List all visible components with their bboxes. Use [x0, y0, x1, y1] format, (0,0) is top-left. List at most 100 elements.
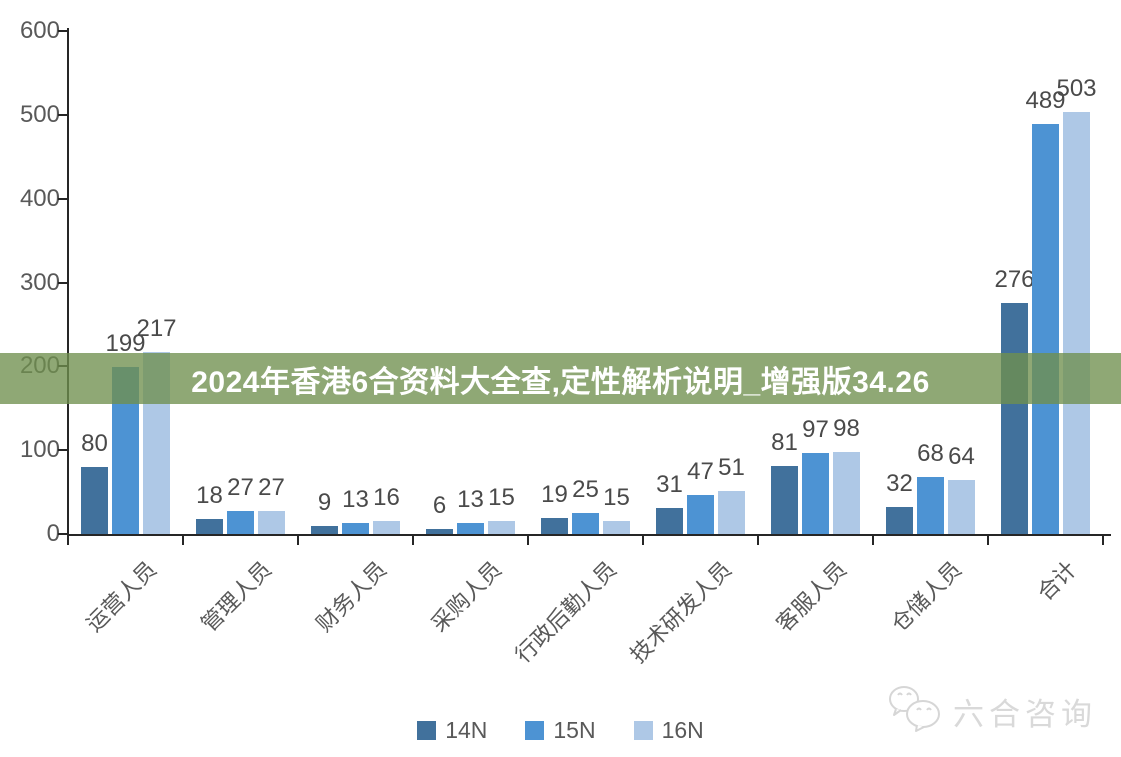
- y-tick-label: 0: [46, 520, 60, 547]
- bar: [488, 521, 515, 534]
- x-tick-mark: [642, 536, 644, 545]
- legend-swatch: [525, 720, 545, 740]
- category-label: 财务人员: [311, 556, 392, 637]
- bar-value-label: 503: [1056, 75, 1097, 103]
- x-tick-mark: [297, 536, 299, 545]
- bar-value-label: 81: [771, 429, 798, 457]
- bar-value-label: 98: [833, 414, 860, 442]
- x-tick-mark: [67, 536, 69, 545]
- bar: [196, 518, 223, 534]
- bar: [373, 520, 400, 534]
- x-tick-mark: [1102, 536, 1104, 545]
- bar: [917, 476, 944, 534]
- bar: [771, 466, 798, 534]
- bar-value-label: 27: [227, 474, 254, 502]
- bar-value-label: 25: [572, 476, 599, 504]
- category-label: 管理人员: [196, 556, 277, 637]
- category-label: 合计: [1032, 556, 1082, 606]
- bar-value-label: 15: [603, 484, 630, 512]
- bar: [1063, 112, 1090, 534]
- x-tick-mark: [757, 536, 759, 545]
- legend-swatch: [633, 720, 653, 740]
- y-tick-mark: [58, 533, 67, 535]
- bar-value-label: 13: [457, 486, 484, 514]
- bar: [687, 494, 714, 534]
- x-tick-mark: [182, 536, 184, 545]
- bar: [603, 521, 630, 534]
- bar: [227, 511, 254, 534]
- bar: [311, 526, 338, 534]
- bar: [457, 523, 484, 534]
- bar: [258, 511, 285, 534]
- bar-value-label: 27: [258, 474, 285, 502]
- bar-value-label: 15: [488, 484, 515, 512]
- legend-swatch: [417, 720, 437, 740]
- bar-value-label: 19: [541, 481, 568, 509]
- watermark-text: 六合咨询: [953, 697, 1097, 732]
- bar: [342, 523, 369, 534]
- legend: 14N 15N 16N: [0, 714, 1121, 746]
- bar-value-label: 31: [656, 471, 683, 498]
- bar: [948, 480, 975, 534]
- x-axis-line: [67, 534, 1111, 536]
- y-tick-mark: [58, 281, 67, 284]
- bar-value-label: 16: [373, 483, 400, 511]
- category-label: 行政后勤人员: [510, 556, 622, 668]
- legend-item: 16N: [633, 716, 704, 743]
- bar-value-label: 64: [948, 443, 975, 471]
- bar: [718, 491, 745, 534]
- bar-value-label: 32: [886, 470, 913, 498]
- legend-label: 16N: [661, 716, 704, 743]
- bar-value-label: 68: [917, 439, 944, 467]
- wechat-icon: [887, 684, 945, 739]
- category-label: 技术研发人员: [625, 556, 737, 668]
- legend-label: 15N: [553, 716, 596, 743]
- y-axis-line: [67, 28, 69, 536]
- y-tick-label: 500: [19, 100, 60, 128]
- category-label: 采购人员: [426, 556, 507, 637]
- x-tick-mark: [872, 536, 874, 545]
- bar-value-label: 18: [196, 481, 223, 509]
- y-tick-mark: [58, 113, 67, 116]
- bar: [1032, 124, 1059, 534]
- bar-value-label: 217: [136, 315, 177, 343]
- category-label: 运营人员: [81, 556, 162, 637]
- x-tick-mark: [527, 536, 529, 545]
- category-label: 客服人员: [771, 556, 852, 637]
- y-tick-label: 300: [19, 268, 60, 296]
- overlay-banner: 2024年香港6合资料大全查,定性解析说明_增强版34.26: [0, 353, 1121, 404]
- category-label: 仓储人员: [886, 556, 967, 637]
- y-tick-mark: [58, 449, 67, 452]
- bar-value-label: 13: [342, 486, 369, 514]
- bar-value-label: 51: [718, 454, 745, 482]
- bar-value-label: 6: [432, 491, 447, 519]
- bar-value-label: 80: [81, 429, 108, 457]
- bar: [1001, 302, 1028, 534]
- bar-value-label: 97: [802, 415, 829, 443]
- y-tick-label: 600: [19, 17, 60, 44]
- bar: [541, 518, 568, 534]
- legend-item: 15N: [525, 716, 596, 743]
- legend-label: 14N: [445, 716, 488, 743]
- bar-value-label: 47: [687, 457, 714, 485]
- bar: [81, 466, 108, 534]
- watermark: 六合咨询: [887, 684, 1097, 739]
- bar-value-label: 276: [994, 265, 1035, 293]
- bar: [572, 513, 599, 534]
- y-tick-label: 100: [19, 436, 60, 464]
- bar-value-label: 199: [105, 330, 146, 358]
- bar-value-label: 489: [1025, 87, 1066, 115]
- legend-item: 14N: [417, 716, 488, 743]
- y-tick-mark: [58, 197, 67, 200]
- bar-value-label: 9: [317, 489, 332, 517]
- y-tick-mark: [58, 30, 67, 32]
- bar: [656, 508, 683, 534]
- overlay-banner-text: 2024年香港6合资料大全查,定性解析说明_增强版34.26: [191, 365, 930, 399]
- bar: [886, 507, 913, 534]
- x-tick-mark: [987, 536, 989, 545]
- x-tick-mark: [412, 536, 414, 545]
- bar: [426, 528, 453, 534]
- bar: [802, 452, 829, 534]
- bar: [833, 451, 860, 534]
